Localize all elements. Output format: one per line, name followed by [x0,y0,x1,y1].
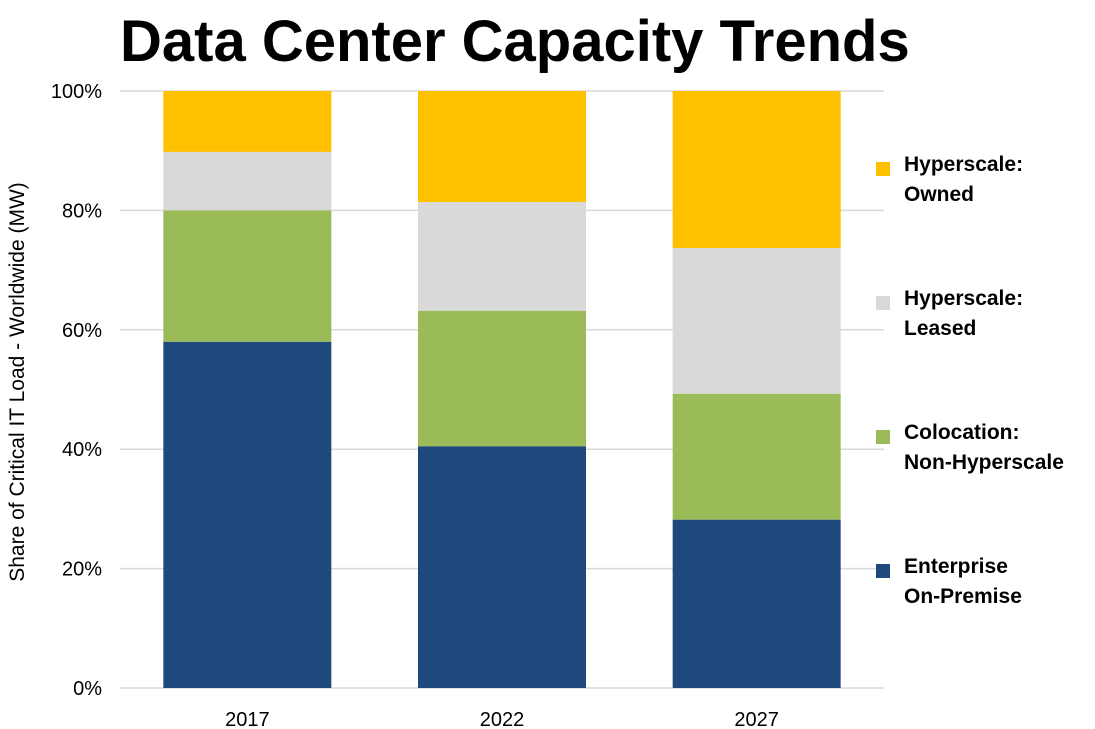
bar-segment-2027-colocation-non-hyperscale [672,393,841,520]
y-tick-label: 100% [51,81,102,103]
legend-label-line: On-Premise [904,585,1022,608]
legend-label-line: Leased [904,317,977,340]
bar-segment-2022-hyperscale-owned [418,91,586,203]
legend-swatch [876,564,890,578]
legend-label-line: Hyperscale: [904,287,1024,310]
legend-label-line: Hyperscale: [904,153,1024,176]
legend-label: Enterprise On-Premise [904,552,1094,612]
bar-segment-2017-colocation-non-hyperscale [163,210,332,342]
bar-segment-2017-enterprise-on-premise [163,341,332,688]
legend-label: Hyperscale: Leased [904,284,1094,344]
bar-segment-2027-hyperscale-leased [672,248,841,394]
legend-label-line: Owned [904,183,975,206]
bar-segment-2027-hyperscale-owned [672,91,841,249]
bar-segment-2022-enterprise-on-premise [418,446,586,688]
y-tick-label: 20% [62,559,102,581]
bar-segment-2027-enterprise-on-premise [672,519,841,688]
legend-swatch [876,162,890,176]
axes: 0% 20% 40% 60% 80% 100% 2017 2022 2027 [51,81,779,729]
legend-label-line: Non-Hyperscale [904,451,1064,474]
legend-label: Hyperscale: Owned [904,150,1094,210]
x-tick-label: 2017 [225,709,270,729]
x-tick-label: 2027 [734,709,779,729]
y-tick-label: 60% [62,320,102,342]
bars [163,91,841,688]
bar-segment-2017-hyperscale-leased [163,151,332,211]
legend-swatch [876,296,890,310]
chart-title: Data Center Capacity Trends [120,9,910,74]
y-tick-label: 40% [62,439,102,461]
y-tick-label: 80% [62,200,102,222]
x-tick-label: 2022 [480,709,525,729]
bar-segment-2017-hyperscale-owned [163,91,332,152]
y-axis-label: Share of Critical IT Load - Worldwide (M… [6,182,29,582]
legend-label: Colocation: Non-Hyperscale [904,418,1094,478]
bar-segment-2022-hyperscale-leased [418,202,586,311]
legend-swatch [876,430,890,444]
legend-label-line: Colocation: [904,421,1020,444]
bar-segment-2022-colocation-non-hyperscale [418,310,586,447]
legend-label-line: Enterprise [904,555,1008,578]
y-tick-label: 0% [73,678,102,700]
